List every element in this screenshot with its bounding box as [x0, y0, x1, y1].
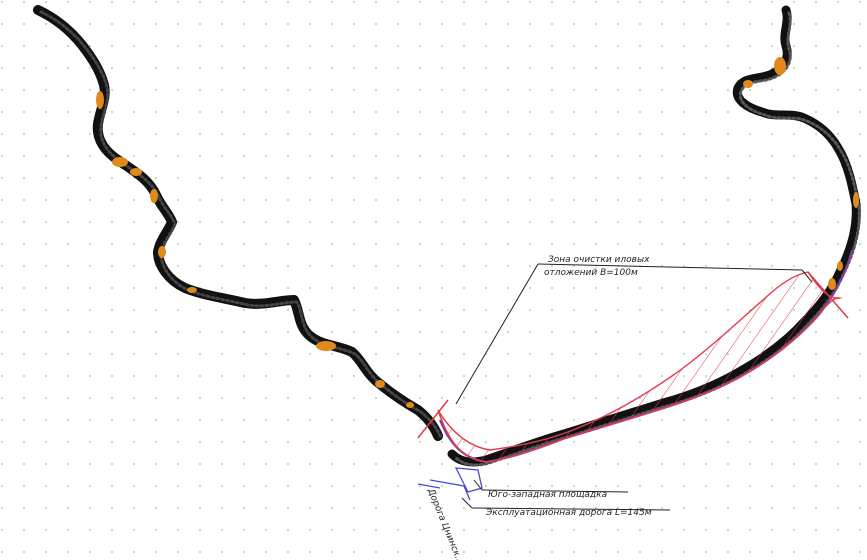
zone-label-line2: отложений B=100м	[544, 268, 638, 278]
platform-leader-lines	[461, 479, 671, 511]
left-bank-deposits	[96, 91, 414, 408]
zone-label-line1: Зона очистки иловых	[548, 255, 650, 265]
road-label: Эксплуатационная дорога L=145м	[485, 508, 652, 518]
zone-leader-lines	[455, 263, 813, 405]
cleaning-zone-hatched	[437, 271, 843, 463]
platform-label: Юго-западная площадка	[488, 490, 607, 500]
zone-end-markers	[417, 271, 849, 439]
right-bank-deposits	[743, 57, 859, 290]
platform-road-symbol	[417, 467, 483, 501]
